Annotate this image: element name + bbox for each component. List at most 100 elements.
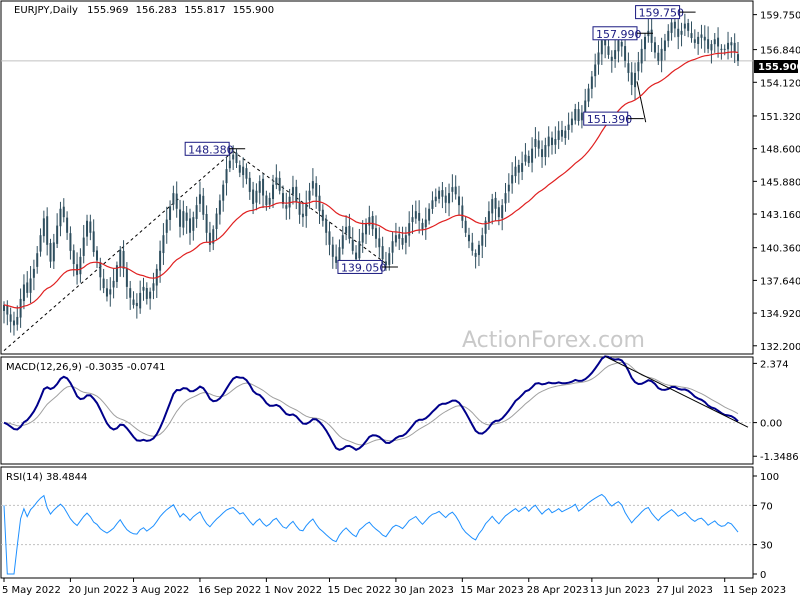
candle-body [169,206,172,220]
candle-body [179,209,182,227]
candle-body [212,229,215,244]
candle-body [451,187,454,192]
candle-body [388,253,391,265]
candle-body [328,231,331,245]
candle-body [554,139,557,145]
rsi-y-tick-label: 70 [760,501,773,512]
candle-body [597,52,600,65]
candle-body [92,231,95,253]
candle-body [115,265,118,282]
rsi-y-tick-label: 30 [760,541,773,552]
candle-body [242,166,245,176]
candle-body [105,288,108,297]
candle-body [335,256,338,263]
candle-body [627,63,630,73]
macd-panel-frame [0,356,754,465]
candle-body [268,197,271,205]
candle-body [514,166,517,177]
candle-body [46,216,49,245]
candle-body [374,228,377,239]
candle-body [667,30,670,41]
candle-body [16,316,19,325]
annotation-label: 139.050 [341,261,387,274]
main-y-tick-label: 140.360 [760,244,800,255]
candle-body [368,217,371,226]
candle-body [644,36,647,50]
candle-body [517,164,520,173]
candle-body [617,40,620,52]
main-y-tick-label: 151.320 [760,112,800,123]
candle-body [401,238,404,245]
candle-body [428,208,431,221]
macd-line [3,355,739,451]
candle-body [195,205,198,219]
macd-trendline [604,355,749,428]
candle-body [318,195,321,212]
candle-body [574,108,577,121]
candle-body [511,175,514,184]
candle-body [295,186,298,202]
candle-body [62,206,65,218]
uptrend-line-2022 [3,150,234,351]
candle-body [624,46,627,61]
annotation-label: 157.990 [596,28,642,41]
candle-body [82,237,85,256]
candle-body [487,211,490,223]
candle-body [26,282,29,293]
candle-body [391,241,394,253]
candle-body [484,220,487,234]
candle-body [650,29,653,43]
candle-body [305,202,308,217]
candle-body [205,213,208,233]
x-tick-label: 30 Jan 2023 [394,585,454,596]
candle-body [730,42,733,46]
candle-body [355,252,358,260]
candle-body [491,199,494,214]
candle-body [580,112,583,121]
main-y-tick-label: 132.200 [760,342,800,353]
candle-body [325,219,328,233]
correction-line [232,150,387,264]
candle-body [122,250,125,269]
x-axis: 5 May 2022 20 Jun 2022 3 Aug 2022 16 Sep 20… [2,578,786,596]
candle-body [145,288,148,299]
candle-body [497,207,500,218]
candle-body [693,39,696,43]
main-y-tick-label: 134.920 [760,309,800,320]
candle-body [272,184,275,200]
candle-body [673,21,676,29]
candle-body [125,267,128,287]
candle-body [298,201,301,215]
price-annotations: 148.380 139.050 157.990 151.390 159.750 [184,5,696,274]
candle-body [384,261,387,266]
candle-body [321,209,324,221]
rsi-y-tick-label: 0 [760,570,766,581]
candle-body [494,197,497,209]
candle-body [198,194,201,204]
candle-body [604,38,607,46]
candle-body [458,196,461,206]
macd-signal-line [3,361,739,446]
candle-body [454,186,457,195]
candle-body [248,177,251,192]
candle-body [32,268,35,278]
candle-body [630,72,633,85]
macd-y-axis: 2.374 0.00 -1.3486 [753,359,799,463]
candle-body [614,50,617,59]
candle-body [477,244,480,256]
candle-body [438,190,441,199]
x-tick-label: 16 Sep 2022 [198,585,261,596]
candle-body [311,181,314,189]
candle-body [361,232,364,243]
candle-body [544,145,547,157]
candle-body [531,148,534,163]
candle-body [727,42,730,50]
candle-body [707,39,710,49]
main-y-tick-label: 143.160 [760,210,800,221]
candle-body [657,52,660,61]
candle-body [265,195,268,206]
candle-body [109,289,112,295]
x-tick-label: 11 Sep 2023 [723,585,786,596]
candle-body [235,152,238,164]
candle-body [610,56,613,61]
